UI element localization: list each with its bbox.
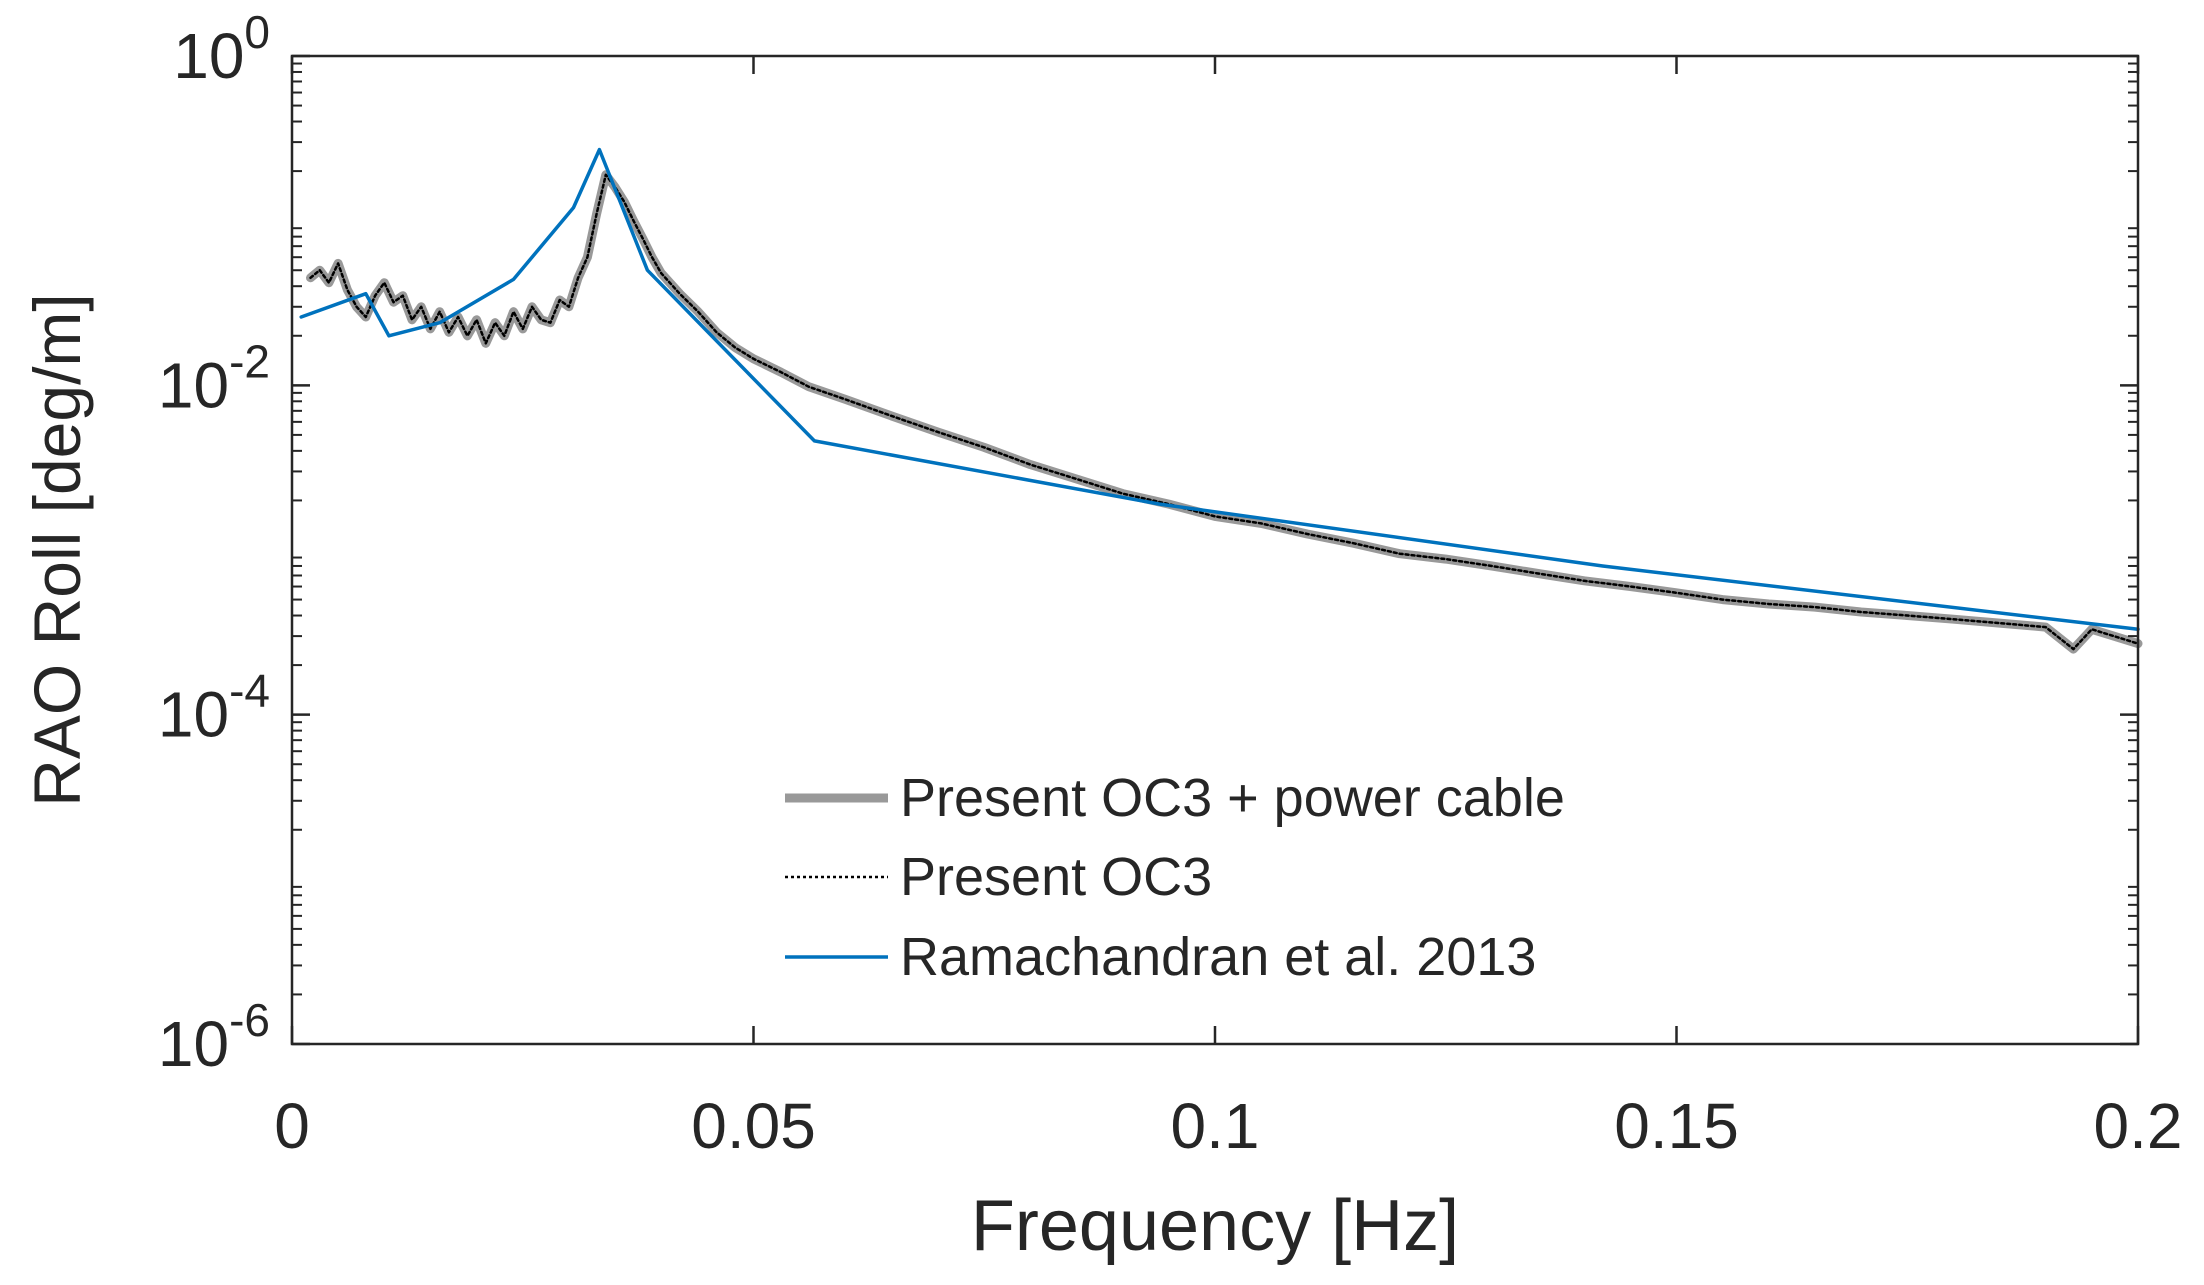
series-line-1 [309,173,2140,651]
y-tick-exponent: -2 [229,335,270,387]
y-tick-label: 10-6 [158,994,270,1080]
legend-label-2: Ramachandran et al. 2013 [900,927,1536,987]
legend-label-1: Present OC3 [900,847,1212,907]
y-tick-exponent: -6 [229,994,270,1046]
x-tick-label: 0.1 [1171,1090,1260,1162]
series-layer [299,147,2143,654]
plot-background [292,56,2138,1044]
y-tick-base: 10 [158,1008,229,1080]
y-tick-label: 10-4 [158,665,270,751]
x-tick-label: 0.2 [2094,1090,2183,1162]
legend-label-0: Present OC3 + power cable [900,768,1565,828]
legend: Present OC3 + power cable Present OC3 Rama… [785,768,1565,987]
y-tick-base: 10 [158,679,229,751]
series-line-2 [299,147,2140,632]
x-axis-title: Frequency [Hz] [971,1186,1459,1266]
x-tick-label: 0 [274,1090,310,1162]
y-tick-base: 10 [173,20,244,92]
y-tick-base: 10 [158,349,229,421]
y-tick-exponent: 0 [244,6,270,58]
x-tick-label: 0.15 [1614,1090,1739,1162]
y-axis-title: RAO Roll [deg/m] [20,293,94,807]
tick-layer [290,54,2140,1046]
y-tick-exponent: -4 [229,665,270,717]
y-tick-label: 100 [173,6,270,92]
y-tick-label: 10-2 [158,335,270,421]
x-tick-label: 0.05 [691,1090,816,1162]
